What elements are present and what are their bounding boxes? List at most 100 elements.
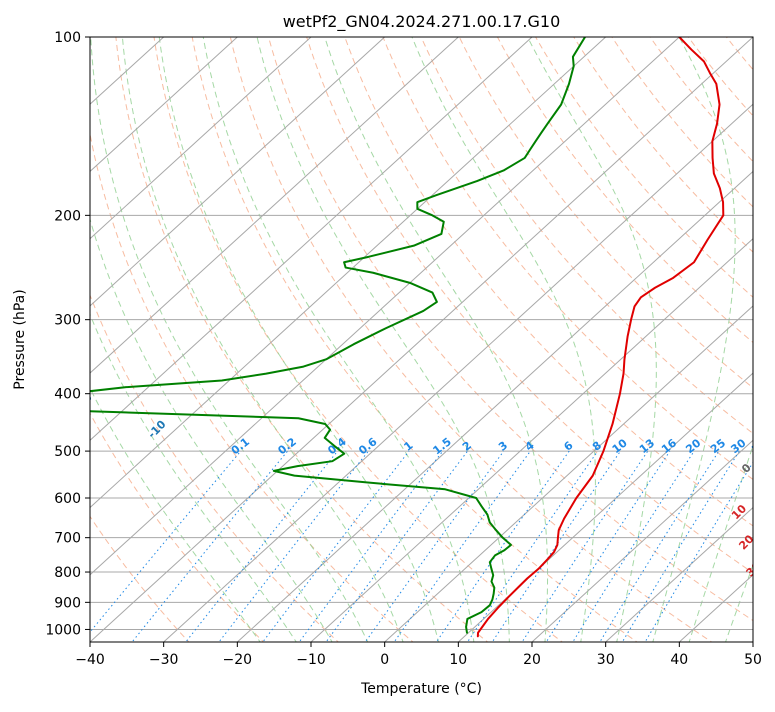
isotherm-line bbox=[90, 37, 238, 173]
isotherm-line bbox=[90, 37, 312, 240]
y-tick-label: 700 bbox=[54, 531, 81, 547]
chart-title: wetPf2_GN04.2024.271.00.17.G10 bbox=[283, 12, 561, 32]
mixing-ratio-line bbox=[90, 450, 242, 633]
dry-adiabat-line bbox=[420, 37, 753, 435]
dry-adiabat-line bbox=[649, 37, 753, 163]
mixing-ratio-label: 30 bbox=[728, 436, 748, 456]
moist-adiabat-line bbox=[688, 443, 753, 642]
x-tick-label: 20 bbox=[523, 652, 541, 668]
isotherm-line bbox=[90, 37, 386, 307]
y-tick-label: 1000 bbox=[45, 622, 81, 638]
dry-adiabat-line bbox=[90, 131, 414, 642]
mixing-ratio-line bbox=[364, 450, 505, 642]
mixing-ratio-line bbox=[325, 450, 468, 642]
dry-adiabat-line bbox=[306, 37, 753, 574]
profiles-layer bbox=[90, 37, 725, 638]
x-axis-label: Temperature (°C) bbox=[360, 681, 482, 697]
moist-adiabat-label: 0 bbox=[739, 461, 754, 476]
moist-adiabat-label: 40 bbox=[756, 585, 775, 605]
isotherm-line bbox=[90, 37, 533, 442]
dry-adiabat-line bbox=[191, 37, 638, 642]
isotherm-line bbox=[90, 37, 753, 642]
reference-labels-layer: 0.10.20.40.611.52346810131620253036-100-… bbox=[90, 391, 775, 605]
mixing-ratio-line bbox=[466, 450, 599, 642]
mixing-ratio-label: 36 bbox=[749, 436, 769, 456]
isotherm-line bbox=[605, 506, 753, 642]
x-tick-label: 10 bbox=[449, 652, 467, 668]
y-tick-label: 600 bbox=[54, 491, 81, 507]
mixing-ratio-label: 0.1 bbox=[229, 435, 252, 457]
y-tick-label: 900 bbox=[54, 595, 81, 611]
dry-adiabat-line bbox=[382, 37, 753, 481]
x-tick-label: −20 bbox=[223, 652, 253, 668]
x-tick-label: 40 bbox=[670, 652, 688, 668]
moist-adiabat-line bbox=[202, 37, 475, 642]
mixing-ratio-line bbox=[521, 450, 649, 642]
mixing-ratio-label: 0.6 bbox=[356, 435, 380, 457]
mixing-ratio-label: 16 bbox=[659, 436, 679, 456]
x-tick-label: 50 bbox=[744, 652, 762, 668]
moist-adiabat-line bbox=[90, 313, 297, 642]
dry-adiabat-line bbox=[229, 37, 713, 642]
isotherm-line bbox=[236, 170, 753, 642]
mixing-ratio-line bbox=[185, 450, 338, 642]
y-tick-label: 500 bbox=[54, 444, 81, 460]
mixing-ratio-label: 25 bbox=[708, 436, 728, 456]
plot-frame bbox=[89, 36, 754, 643]
mixing-ratio-line bbox=[545, 450, 671, 642]
y-axis-label: Pressure (hPa) bbox=[12, 289, 28, 389]
isotherm-line bbox=[90, 37, 680, 576]
isotherm-line bbox=[384, 305, 753, 642]
isotherm-line bbox=[457, 372, 753, 642]
moist-adiabat-line bbox=[256, 37, 510, 642]
mixing-ratio-line bbox=[298, 450, 444, 642]
x-tick-label: 0 bbox=[380, 652, 389, 668]
moist-adiabat-label: 30 bbox=[744, 559, 764, 579]
isotherm-line bbox=[90, 37, 607, 509]
moist-adiabat-line bbox=[90, 37, 369, 642]
x-tick-label: −40 bbox=[75, 652, 105, 668]
dry-adiabat-line bbox=[687, 37, 753, 117]
dry-adiabat-line bbox=[754, 24, 775, 645]
y-tick-label: 400 bbox=[54, 387, 81, 403]
mixing-ratio-line bbox=[572, 450, 695, 642]
mixing-ratio-label: 0.4 bbox=[325, 435, 349, 457]
isotherm-line bbox=[531, 439, 753, 642]
mixing-ratio-line bbox=[131, 450, 288, 642]
dry-adiabat-line bbox=[535, 37, 753, 298]
x-tick-label: −30 bbox=[149, 652, 179, 668]
mixing-ratio-label: 13 bbox=[637, 436, 657, 456]
mixing-ratio-label: 10 bbox=[610, 436, 630, 456]
moist-adiabat-label: 10 bbox=[729, 502, 749, 522]
dewpoint-profile bbox=[90, 37, 587, 634]
x-tick-label: 30 bbox=[597, 652, 615, 668]
dry-adiabat-line bbox=[267, 37, 753, 622]
y-tick-label: 800 bbox=[54, 565, 81, 581]
isotherm-line bbox=[163, 103, 753, 642]
dry-adiabat-line bbox=[344, 37, 753, 527]
temperature-profile bbox=[476, 37, 725, 638]
mixing-ratio-line bbox=[644, 461, 753, 642]
isotherm-line bbox=[752, 641, 753, 642]
moist-adiabat-label: 20 bbox=[736, 532, 756, 552]
y-tick-label: 300 bbox=[54, 313, 81, 329]
x-tick-label: −10 bbox=[296, 652, 326, 668]
mixing-ratio-line bbox=[435, 450, 570, 642]
dry-adiabat-line bbox=[115, 37, 489, 642]
dry-adiabat-label: -10 bbox=[145, 418, 168, 441]
dry-adiabat-line bbox=[90, 412, 265, 642]
isotherm-line bbox=[310, 237, 753, 642]
moist-adiabat-line bbox=[90, 217, 333, 642]
mixing-ratio-line bbox=[218, 450, 369, 642]
moist-adiabat-line bbox=[158, 37, 439, 642]
mixing-ratio-line bbox=[621, 450, 740, 642]
grid-layer bbox=[90, 37, 753, 642]
isotherm-line bbox=[90, 37, 459, 374]
y-tick-label: 200 bbox=[54, 208, 81, 224]
mixing-ratio-line bbox=[599, 450, 720, 642]
dry-adiabat-line bbox=[90, 515, 190, 642]
mixing-ratio-layer bbox=[90, 450, 753, 642]
y-tick-label: 100 bbox=[54, 30, 81, 46]
